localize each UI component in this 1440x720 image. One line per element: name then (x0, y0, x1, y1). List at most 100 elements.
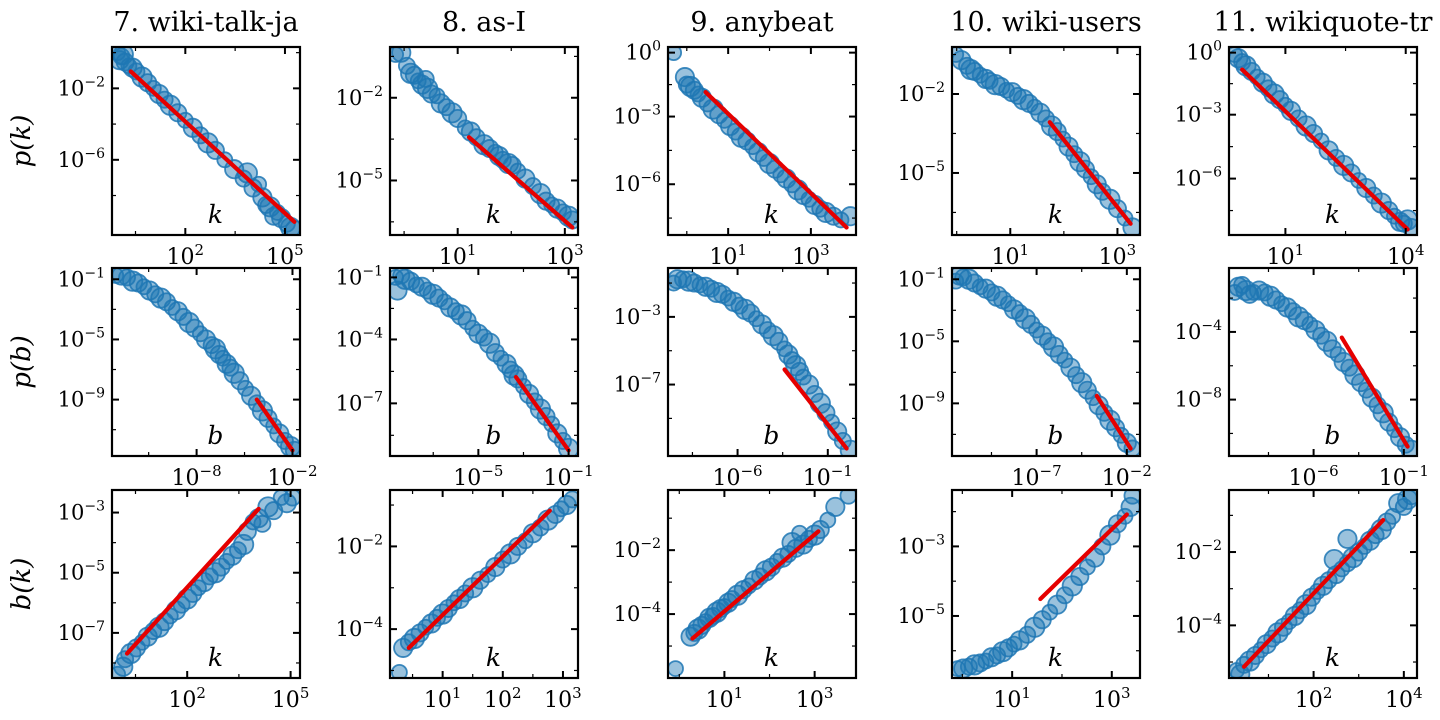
y-tick-label: 10−7 (614, 371, 661, 397)
x-tick-label: 10−7 (1012, 462, 1062, 491)
panel-r1c2: 101 103 10−2 10−5 k 8. as-I (336, 7, 584, 270)
panel-r1c3: 101 103 100 10−3 10−6 k 9. anybeat (614, 7, 858, 270)
data-point (970, 653, 990, 673)
panel-title: 9. anybeat (690, 7, 833, 38)
x-tick-label: 10−6 (1289, 462, 1339, 491)
data-point (981, 647, 1002, 668)
fit-line (1038, 512, 1129, 602)
y-tick-label: 10−2 (58, 74, 105, 100)
inner-xlabel: k (764, 643, 779, 672)
x-tick-label: 101 (709, 241, 747, 270)
scatter-points (112, 490, 300, 678)
data-point (479, 566, 497, 583)
tick-marks (390, 490, 578, 678)
x-tick-label: 101 (1267, 241, 1305, 270)
panel-r3c2: 101 102 103 10−2 10−4 k (336, 488, 582, 713)
y-tick-label: 10−3 (1175, 101, 1222, 127)
fit-line (1047, 120, 1133, 226)
panel-r2c3: 10−6 10−1 10−3 10−7 b (614, 266, 858, 491)
fit-line (1240, 67, 1410, 232)
tick-marks (1229, 268, 1417, 456)
tick-marks (390, 268, 578, 456)
x-tick-label: 105 (266, 241, 304, 270)
data-point (706, 281, 728, 304)
row-ylabel: p(k) (7, 115, 37, 168)
y-tick-label: 10−4 (614, 600, 661, 626)
data-point (684, 273, 704, 293)
tick-marks (668, 268, 856, 456)
x-tick-label: 101 (439, 241, 477, 270)
x-tick-label: 10−1 (544, 462, 594, 491)
inner-xlabel: k (1048, 643, 1063, 672)
axes-frame (666, 45, 858, 237)
inner-xlabel: b (763, 421, 779, 450)
y-tick-label: 10−7 (336, 389, 383, 415)
data-point (791, 524, 808, 542)
tick-marks (112, 47, 300, 235)
data-point (1018, 625, 1037, 644)
data-point (391, 663, 408, 678)
axes-frame (1227, 266, 1419, 458)
x-tick-label: 10−2 (267, 462, 317, 491)
y-tick-label: 10−4 (1175, 318, 1222, 344)
fit-line (703, 90, 849, 230)
scatter-points (390, 268, 578, 456)
data-point (394, 268, 416, 290)
fit-line (782, 367, 849, 451)
axes-frame (1227, 45, 1419, 237)
y-tick-label: 10−2 (336, 84, 383, 110)
x-tick-label: 101 (706, 684, 744, 713)
inner-xlabel: k (208, 643, 223, 672)
data-point (668, 660, 684, 677)
fit-line (1241, 517, 1386, 669)
inner-xlabel: b (1324, 421, 1340, 450)
tick-marks (390, 47, 578, 235)
x-tick-label: 104 (1387, 241, 1425, 270)
data-point (122, 270, 144, 292)
y-tick-label: 10−3 (614, 103, 661, 129)
y-tick-label: 10−5 (58, 559, 105, 585)
x-tick-label: 10−1 (803, 462, 853, 491)
x-tick-label: 103 (796, 684, 834, 713)
scatter-points (1229, 47, 1417, 235)
y-tick-label: 100 (625, 39, 661, 65)
x-tick-label: 103 (544, 684, 582, 713)
tick-marks (1229, 47, 1417, 235)
data-point (1249, 280, 1270, 301)
x-tick-label: 103 (792, 241, 830, 270)
row-ylabel: b(k) (7, 558, 37, 611)
axes-frame (110, 266, 302, 458)
panel-title: 7. wiki-talk-ja (113, 7, 298, 38)
scatter-points (952, 47, 1140, 235)
axes-frame (950, 266, 1142, 458)
fit-line (1094, 393, 1133, 451)
data-point (1061, 575, 1083, 597)
y-tick-label: 10−5 (898, 159, 945, 185)
y-tick-label: 100 (1186, 39, 1222, 65)
y-tick-label: 10−3 (898, 532, 945, 558)
x-tick-label: 101 (992, 241, 1030, 270)
x-tick-label: 102 (168, 684, 206, 713)
data-point (685, 623, 704, 642)
scatter-points (952, 490, 1140, 678)
x-tick-label: 103 (1099, 241, 1137, 270)
row-ylabel: p(b) (7, 335, 37, 389)
y-tick-label: 10−6 (614, 170, 661, 196)
data-point (695, 276, 716, 297)
fit-line (406, 508, 552, 651)
inner-xlabel: b (1047, 421, 1063, 450)
inner-xlabel: k (1325, 200, 1340, 229)
axes-frame (666, 488, 858, 680)
x-tick-label: 102 (1295, 684, 1333, 713)
inner-xlabel: k (208, 200, 223, 229)
axes-frame (110, 45, 302, 237)
tick-marks (952, 490, 1140, 678)
data-point (798, 374, 820, 395)
axes-frame (666, 266, 858, 458)
panel-r1c5: 101 104 100 10−3 10−6 k 11. wikiquote-tr (1175, 7, 1433, 270)
y-tick-label: 10−8 (1175, 386, 1222, 412)
panel-r2c2: 10−5 10−1 10−1 10−4 10−7 b (336, 263, 594, 491)
y-tick-label: 10−5 (898, 602, 945, 628)
scatter-points (1229, 275, 1417, 456)
